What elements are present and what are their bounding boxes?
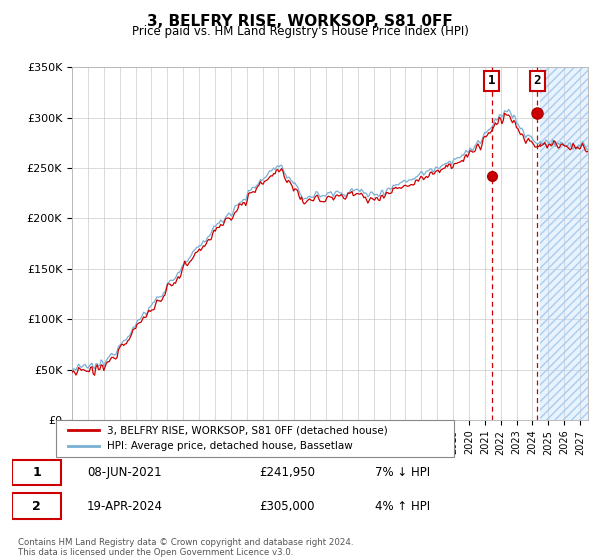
Text: 3, BELFRY RISE, WORKSOP, S81 0FF: 3, BELFRY RISE, WORKSOP, S81 0FF [147,14,453,29]
Text: 08-JUN-2021: 08-JUN-2021 [87,466,161,479]
Text: 3, BELFRY RISE, WORKSOP, S81 0FF (detached house): 3, BELFRY RISE, WORKSOP, S81 0FF (detach… [107,425,388,435]
Text: £241,950: £241,950 [260,466,316,479]
Text: 2: 2 [533,74,541,87]
Text: £305,000: £305,000 [260,500,315,512]
Text: 4% ↑ HPI: 4% ↑ HPI [375,500,430,512]
FancyBboxPatch shape [12,493,61,519]
Bar [541,67,588,420]
Text: 1: 1 [488,74,496,87]
Text: Price paid vs. HM Land Registry's House Price Index (HPI): Price paid vs. HM Land Registry's House … [131,25,469,38]
FancyBboxPatch shape [56,419,454,457]
Text: 19-APR-2024: 19-APR-2024 [87,500,163,512]
Text: 7% ↓ HPI: 7% ↓ HPI [375,466,430,479]
Text: HPI: Average price, detached house, Bassetlaw: HPI: Average price, detached house, Bass… [107,441,353,451]
FancyBboxPatch shape [12,460,61,485]
Text: Contains HM Land Registry data © Crown copyright and database right 2024.
This d: Contains HM Land Registry data © Crown c… [18,538,353,557]
Bar [541,67,588,420]
Text: 1: 1 [32,466,41,479]
Text: 2: 2 [32,500,41,512]
